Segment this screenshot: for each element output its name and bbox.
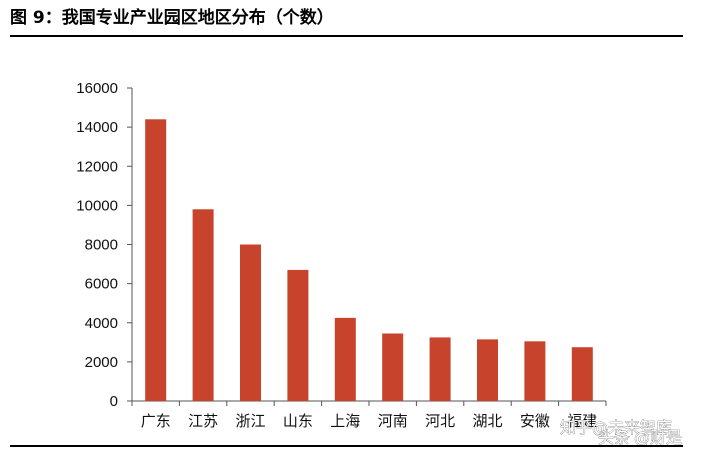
bar-上海 — [334, 317, 356, 401]
x-category-label: 河北 — [425, 412, 455, 430]
y-tick-label: 12000 — [76, 158, 118, 175]
y-tick-label: 2000 — [85, 354, 118, 371]
bar-浙江 — [240, 244, 261, 401]
watermark-prefix: 知乎 — [560, 418, 592, 437]
y-tick-label: 14000 — [76, 119, 118, 136]
x-category-label: 福建 — [567, 412, 597, 430]
bar-广东 — [145, 119, 167, 402]
bottom-rule — [10, 445, 683, 447]
chart-title: 图 9：我国专业产业园区地区分布（个数） — [10, 8, 334, 28]
bar-河北 — [429, 337, 451, 401]
bar-江苏 — [192, 209, 214, 401]
watermark: 知乎 @未来智库 头条 @财是 — [560, 418, 683, 448]
watermark-source: 头条 — [598, 428, 630, 447]
bar-湖北 — [477, 339, 498, 401]
x-category-label: 上海 — [330, 412, 360, 430]
bar-安徽 — [524, 341, 546, 401]
bar-山东 — [287, 269, 309, 401]
y-tick-label: 4000 — [85, 315, 118, 332]
x-category-label: 湖北 — [472, 412, 502, 430]
watermark-handle: @未来智库 — [592, 418, 672, 437]
y-tick-label: 10000 — [76, 197, 118, 214]
y-tick-label: 8000 — [85, 237, 118, 254]
title-underline — [10, 35, 683, 37]
x-category-label: 广东 — [141, 412, 171, 430]
x-category-label: 江苏 — [188, 412, 218, 430]
y-tick-label: 16000 — [76, 80, 118, 97]
x-category-label: 河南 — [378, 412, 408, 430]
watermark-account: @财是 — [634, 428, 682, 447]
x-category-label: 浙江 — [235, 412, 265, 430]
bars — [145, 119, 593, 402]
bar-河南 — [382, 333, 404, 401]
y-tick-label: 6000 — [85, 276, 118, 293]
bar-福建 — [571, 347, 593, 401]
x-category-label: 山东 — [283, 412, 313, 430]
x-category-label: 安徽 — [520, 412, 550, 430]
y-tick-label: 0 — [110, 393, 118, 410]
axis-labels: 0 2000 4000 6000 8000 10000 12000 14000 16000 广东江… — [76, 80, 597, 430]
